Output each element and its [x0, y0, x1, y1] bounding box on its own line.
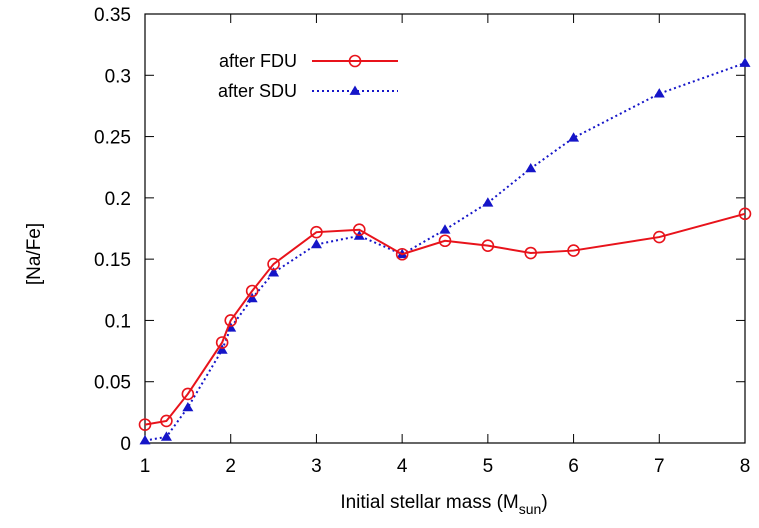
- plot-frame: [144, 13, 746, 444]
- y-tick-label: 0.05: [94, 373, 131, 394]
- fdu-point: [524, 246, 538, 260]
- x-axis-label: Initial stellar mass (Msun): [340, 492, 547, 517]
- fdu-point: [138, 418, 152, 431]
- fdu-point: [438, 234, 452, 248]
- x-axis-label-sub: sun: [519, 501, 542, 517]
- sdu-point: [139, 435, 151, 445]
- legend-label-fdu: after FDU: [219, 51, 297, 71]
- sdu-point: [568, 132, 580, 142]
- fdu-point: [245, 284, 259, 298]
- x-tick-label: 3: [311, 456, 322, 477]
- series-after-sdu: [139, 57, 751, 445]
- fdu-point: [395, 247, 409, 261]
- y-tick-label: 0.1: [105, 311, 131, 332]
- y-tick-label: 0.2: [105, 189, 131, 210]
- sdu-point: [439, 224, 451, 234]
- fdu-point-legend: [348, 54, 362, 68]
- sdu-point: [310, 238, 322, 249]
- x-tick-label: 6: [568, 456, 579, 477]
- x-tick-label: 5: [483, 456, 494, 477]
- y-axis-ticks: 0 0.05 0.1 0.15 0.2 0.25 0.3 0.35: [94, 5, 745, 455]
- sdu-point: [739, 57, 751, 67]
- legend: after FDU after SDU: [218, 51, 398, 101]
- sdu-line: [144, 62, 746, 442]
- fdu-point: [224, 314, 238, 327]
- fdu-point: [567, 244, 580, 257]
- y-tick-label: 0.25: [94, 128, 131, 149]
- series-after-fdu: [138, 207, 752, 431]
- sdu-point: [653, 88, 665, 98]
- sdu-point: [246, 292, 258, 303]
- plot-border: [144, 13, 746, 444]
- sdu-point: [216, 344, 228, 354]
- sdu-point: [160, 431, 172, 441]
- x-tick-label: 2: [225, 456, 236, 477]
- fdu-point: [267, 257, 280, 271]
- sdu-point: [525, 162, 537, 173]
- x-tick-label: 1: [140, 456, 151, 477]
- y-tick-label: 0.35: [94, 5, 131, 26]
- fdu-point: [652, 230, 666, 244]
- sdu-point: [482, 197, 494, 207]
- fdu-point: [160, 414, 173, 428]
- fdu-point: [352, 223, 366, 237]
- x-tick-label: 7: [654, 456, 665, 477]
- sdu-point: [182, 401, 194, 412]
- sdu-point-legend: [349, 85, 361, 95]
- y-tick-label: 0: [120, 434, 131, 455]
- x-axis-label-main: Initial stellar mass (M: [340, 492, 518, 513]
- fdu-line: [144, 212, 746, 426]
- fdu-point: [481, 239, 495, 252]
- y-axis-label: [Na/Fe]: [24, 223, 45, 285]
- x-axis-ticks: 1 2 3 4 5 6 7 8: [140, 14, 751, 477]
- y-tick-label: 0.3: [105, 66, 131, 87]
- sdu-point: [268, 267, 280, 277]
- fdu-point: [181, 387, 195, 401]
- series-layer: [138, 57, 752, 445]
- fdu-point: [215, 336, 229, 349]
- legend-label-sdu: after SDU: [218, 81, 297, 101]
- x-axis-label-close: ): [541, 492, 547, 513]
- x-tick-label: 4: [397, 456, 408, 477]
- fdu-point: [310, 225, 323, 239]
- x-tick-label: 8: [740, 456, 751, 477]
- fdu-point: [738, 207, 752, 221]
- y-tick-label: 0.15: [94, 250, 131, 271]
